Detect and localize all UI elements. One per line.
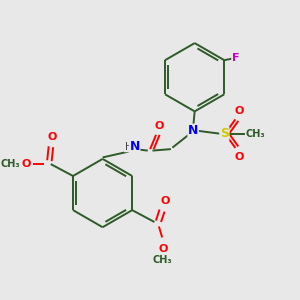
- Text: S: S: [220, 127, 229, 140]
- Text: CH₃: CH₃: [246, 129, 266, 139]
- Text: O: O: [161, 196, 170, 206]
- Text: O: O: [235, 106, 244, 116]
- Text: O: O: [48, 132, 57, 142]
- Text: H: H: [124, 142, 132, 152]
- Text: N: N: [130, 140, 140, 153]
- Text: O: O: [154, 121, 164, 131]
- Text: O: O: [158, 244, 167, 254]
- Text: F: F: [232, 53, 239, 63]
- Text: O: O: [235, 152, 244, 162]
- Text: CH₃: CH₃: [1, 159, 20, 169]
- Text: CH₃: CH₃: [153, 255, 172, 265]
- Text: O: O: [21, 159, 31, 169]
- Text: N: N: [188, 124, 198, 137]
